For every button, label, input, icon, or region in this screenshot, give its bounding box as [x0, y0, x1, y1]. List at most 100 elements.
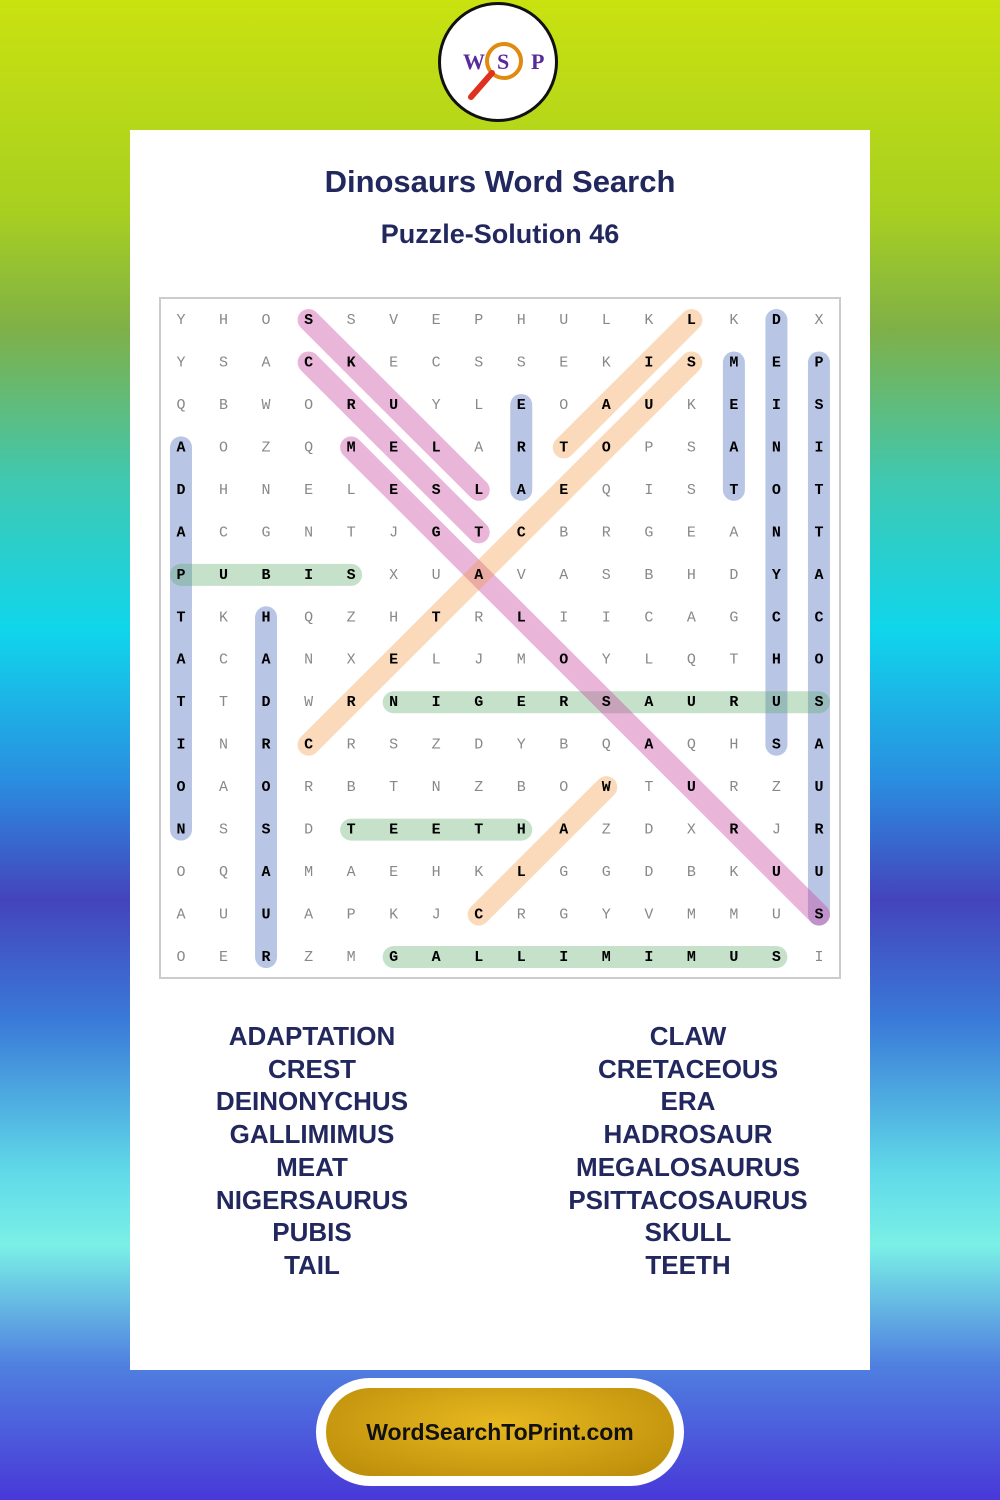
- grid-letter: I: [644, 482, 653, 499]
- grid-letter: R: [474, 609, 483, 626]
- grid-letter: O: [176, 864, 185, 881]
- grid-letter: N: [262, 482, 271, 499]
- grid-letter: G: [729, 609, 738, 626]
- grid-letter: O: [176, 779, 185, 796]
- logo-letter: W: [463, 49, 485, 74]
- grid-letter: G: [262, 524, 271, 541]
- grid-letter: K: [644, 312, 653, 329]
- grid-letter: D: [474, 737, 483, 754]
- grid-letter: S: [474, 354, 483, 371]
- grid-letter: L: [602, 312, 611, 329]
- grid-letter: D: [304, 822, 313, 839]
- grid-letter: R: [262, 737, 271, 754]
- grid-letter: I: [176, 737, 185, 754]
- word: ADAPTATION: [228, 1021, 396, 1051]
- magnifier: [485, 42, 523, 80]
- grid-letter: S: [517, 354, 526, 371]
- grid-letter: I: [814, 439, 823, 456]
- grid-letter: X: [389, 567, 398, 584]
- grid-letter: R: [729, 822, 738, 839]
- grid-letter: A: [602, 397, 611, 414]
- grid-letter: T: [814, 524, 823, 541]
- word-list-left: ADAPTATION CREST DEINONYCHUS GALLIMIMUS MEAT…: [162, 1020, 462, 1282]
- cells: Y H O S S V E P H U L K L K D X Y S A C K E C S S E K I S M E P Q B W O R U Y L…: [176, 312, 823, 966]
- grid-letter: C: [644, 609, 653, 626]
- grid-letter: Q: [219, 864, 228, 881]
- grid-letter: Q: [687, 737, 696, 754]
- grid-letter: O: [559, 652, 568, 669]
- grid-letter: A: [517, 482, 526, 499]
- grid-letter: J: [432, 907, 441, 924]
- highlight: [467, 776, 618, 926]
- grid-letter: C: [772, 609, 781, 626]
- grid-letter: V: [389, 312, 398, 329]
- logo-letter: S: [497, 49, 509, 74]
- grid-letter: K: [729, 864, 738, 881]
- grid-letter: E: [389, 822, 398, 839]
- grid-letter: U: [389, 397, 398, 414]
- logo: W S P: [438, 2, 558, 122]
- grid-letter: S: [772, 737, 781, 754]
- grid-letter: I: [644, 949, 653, 966]
- grid-letter: H: [517, 312, 526, 329]
- grid-letter: S: [432, 482, 441, 499]
- grid-letter: C: [474, 907, 483, 924]
- grid-letter: N: [219, 737, 228, 754]
- grid-letter: M: [602, 949, 611, 966]
- grid-letter: J: [389, 524, 398, 541]
- grid-letter: A: [262, 354, 271, 371]
- grid-letter: D: [772, 312, 781, 329]
- grid-letter: H: [262, 609, 271, 626]
- grid-letter: X: [687, 822, 696, 839]
- word: TAIL: [284, 1249, 340, 1280]
- grid-letter: R: [304, 779, 313, 796]
- grid-letter: H: [772, 652, 781, 669]
- grid-letter: B: [219, 397, 228, 414]
- grid-letter: R: [517, 907, 526, 924]
- letter-grid: Y H O S S V E P H U L K L K D X Y S A C K E C S S E K I S M E P Q B W O R U Y L…: [159, 297, 841, 979]
- title: Dinosaurs Word Search: [324, 164, 676, 199]
- grid-letter: L: [474, 482, 483, 499]
- grid-letter: D: [176, 482, 185, 499]
- grid-letter: A: [304, 907, 313, 924]
- grid-letter: E: [389, 652, 398, 669]
- grid-letter: N: [772, 439, 781, 456]
- grid-letter: E: [389, 354, 398, 371]
- grid-letter: U: [772, 694, 781, 711]
- grid-letter: M: [347, 439, 356, 456]
- grid-letter: C: [219, 524, 228, 541]
- grid-letter: R: [729, 694, 738, 711]
- word: TEETH: [645, 1249, 731, 1280]
- grid-letter: P: [814, 354, 823, 371]
- grid-letter: L: [644, 652, 653, 669]
- highlight: [552, 309, 703, 459]
- grid-letter: S: [389, 737, 398, 754]
- word: HADROSAUR: [603, 1119, 773, 1150]
- grid-letter: L: [432, 652, 441, 669]
- grid-letter: L: [474, 949, 483, 966]
- grid-letter: I: [559, 949, 568, 966]
- grid-letter: I: [559, 609, 568, 626]
- grid-letter: E: [432, 822, 441, 839]
- grid-letter: T: [729, 482, 738, 499]
- grid-letter: N: [304, 652, 313, 669]
- footer-link[interactable]: WordSearchToPrint.com: [326, 1388, 674, 1476]
- grid-letter: L: [517, 949, 526, 966]
- grid-letter: O: [304, 397, 313, 414]
- grid-letter: N: [432, 779, 441, 796]
- grid-letter: K: [219, 609, 228, 626]
- grid-letter: T: [176, 694, 185, 711]
- grid-letter: S: [602, 567, 611, 584]
- grid-letter: P: [644, 439, 653, 456]
- grid-letter: H: [432, 864, 441, 881]
- footer-badge: WordSearchToPrint.com: [316, 1378, 684, 1486]
- grid-letter: B: [517, 779, 526, 796]
- grid-letter: M: [517, 652, 526, 669]
- grid-letter: T: [176, 609, 185, 626]
- grid-letter: V: [517, 567, 526, 584]
- grid-letter: M: [729, 354, 738, 371]
- grid-letter: K: [389, 907, 398, 924]
- grid-letter: V: [644, 907, 653, 924]
- grid-letter: E: [772, 354, 781, 371]
- grid-letter: K: [347, 354, 356, 371]
